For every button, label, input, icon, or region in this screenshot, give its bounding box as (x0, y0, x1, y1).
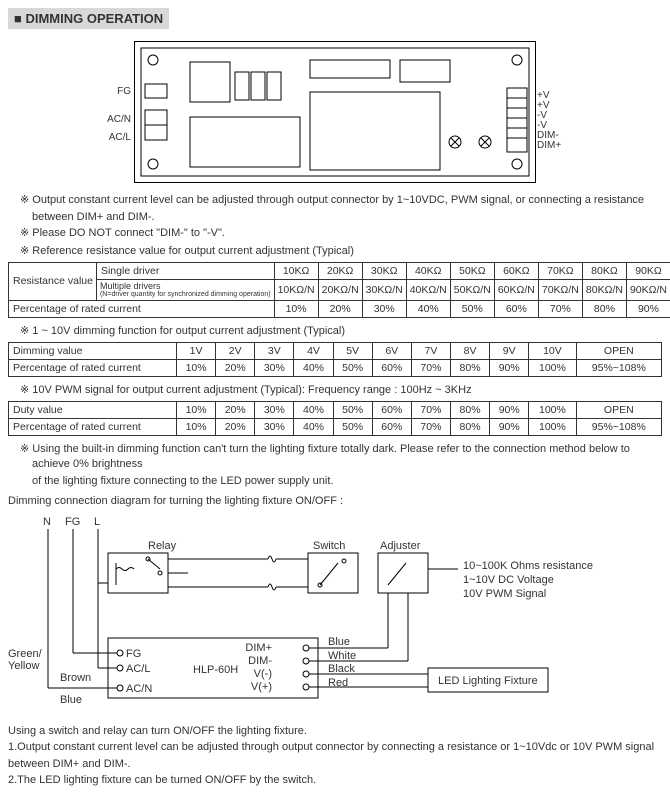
svg-text:10~100K Ohms resistance: 10~100K Ohms resistance (463, 560, 593, 572)
svg-text:FG: FG (65, 516, 80, 528)
pcb-left-acl: AC/L (101, 132, 131, 143)
table-row: Percentage of rated current 10%20%30%40%… (9, 301, 670, 318)
connection-diagram: N FG L Relay Switch Adjuster 10~100K Ohm… (8, 513, 628, 713)
svg-text:Black: Black (328, 663, 355, 675)
res-group-hdr: Resistance value (9, 262, 97, 301)
svg-text:HLP-60H: HLP-60H (193, 664, 238, 676)
conn-caption: Dimming connection diagram for turning t… (8, 495, 662, 507)
note-6: Using the built-in dimming function can'… (20, 442, 662, 472)
note-2: Please DO NOT connect "DIM-" to "-V". (20, 226, 662, 241)
pcb-left-fg: FG (101, 86, 131, 97)
table-row: Percentage of rated current 10%20%30%40%… (9, 419, 662, 436)
pcb-left-acn: AC/N (101, 114, 131, 125)
svg-text:V(-): V(-) (254, 668, 272, 680)
note-5: 10V PWM signal for output current adjust… (20, 383, 662, 398)
table-resistance: Resistance value Single driver 10KΩ20KΩ3… (8, 262, 670, 319)
svg-text:AC/N: AC/N (126, 683, 152, 695)
bottom-l1: Using a switch and relay can turn ON/OFF… (8, 723, 662, 740)
note-4: 1 ~ 10V dimming function for output curr… (20, 324, 662, 339)
res-row3-label: Percentage of rated current (9, 301, 275, 318)
conn-svg: N FG L Relay Switch Adjuster 10~100K Ohm… (8, 513, 628, 713)
dim-row2-label: Percentage of rated current (9, 360, 177, 377)
svg-text:LED Lighting Fixture: LED Lighting Fixture (438, 675, 538, 687)
svg-text:DIM+: DIM+ (245, 642, 272, 654)
table-row: Multiple drivers(N=driver quantity for s… (9, 279, 670, 301)
bottom-notes: Using a switch and relay can turn ON/OFF… (8, 723, 662, 789)
dim-row1-label: Dimming value (9, 343, 177, 360)
bottom-l2: 1.Output constant current level can be a… (8, 739, 662, 772)
table-row: Resistance value Single driver 10KΩ20KΩ3… (9, 262, 670, 279)
svg-text:FG: FG (126, 648, 141, 660)
note-1: Output constant current level can be adj… (20, 193, 662, 208)
note-1b: between DIM+ and DIM-. (32, 211, 662, 223)
res-row1-label: Single driver (96, 262, 274, 279)
svg-text:10V PWM Signal: 10V PWM Signal (463, 588, 546, 600)
svg-text:V(+): V(+) (251, 681, 272, 693)
svg-text:Brown: Brown (60, 672, 91, 684)
svg-text:Green/: Green/ (8, 648, 43, 660)
svg-text:White: White (328, 650, 356, 662)
svg-text:DIM-: DIM- (248, 655, 272, 667)
svg-text:Blue: Blue (328, 636, 350, 648)
svg-text:N: N (43, 516, 51, 528)
svg-text:AC/L: AC/L (126, 663, 150, 675)
svg-text:Relay: Relay (148, 540, 177, 552)
svg-text:1~10V DC Voltage: 1~10V DC Voltage (463, 574, 554, 586)
table-row: Dimming value 1V2V3V4V5V6V7V8V9V10VOPEN (9, 343, 662, 360)
pcb-diagram: FG AC/N AC/L +V +V -V -V DIM- DIM+ (134, 41, 536, 183)
note-6b: of the lighting fixture connecting to th… (32, 475, 662, 487)
svg-text:Yellow: Yellow (8, 660, 39, 672)
svg-text:Adjuster: Adjuster (380, 540, 421, 552)
svg-text:Blue: Blue (60, 694, 82, 706)
table-row: Percentage of rated current 10%20%30%40%… (9, 360, 662, 377)
svg-text:Red: Red (328, 677, 348, 689)
pcb-svg (135, 42, 535, 182)
svg-text:Switch: Switch (313, 540, 345, 552)
pwm-row1-label: Duty value (9, 402, 177, 419)
table-row: Duty value 10%20%30%40%50%60%70%80%90%10… (9, 402, 662, 419)
section-title: DIMMING OPERATION (8, 8, 169, 29)
table-pwm: Duty value 10%20%30%40%50%60%70%80%90%10… (8, 401, 662, 436)
pcb-right-dimp: DIM+ (537, 140, 567, 151)
res-row2-label: Multiple drivers(N=driver quantity for s… (96, 279, 274, 301)
note-3: Reference resistance value for output cu… (20, 244, 662, 259)
bottom-l3: 2.The LED lighting fixture can be turned… (8, 772, 662, 789)
svg-text:L: L (94, 516, 100, 528)
table-dimming: Dimming value 1V2V3V4V5V6V7V8V9V10VOPEN … (8, 342, 662, 377)
pwm-row2-label: Percentage of rated current (9, 419, 177, 436)
